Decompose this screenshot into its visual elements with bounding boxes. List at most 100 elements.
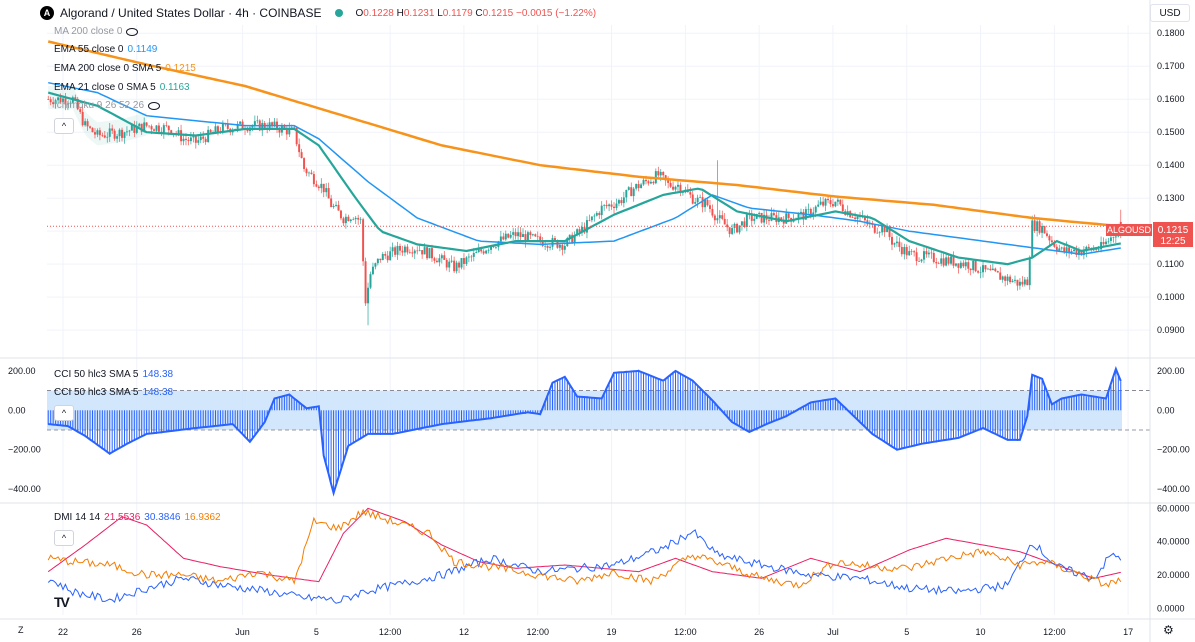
candle-body[interactable] (101, 135, 104, 136)
candle-body[interactable] (760, 212, 763, 223)
candle-body[interactable] (467, 256, 470, 258)
candle-body[interactable] (728, 227, 731, 234)
candle-body[interactable] (369, 274, 372, 288)
candle-body[interactable] (952, 256, 955, 266)
candle-body[interactable] (182, 138, 185, 142)
candle-body[interactable] (863, 216, 866, 221)
candle-body[interactable] (271, 122, 274, 126)
candle-body[interactable] (674, 186, 677, 190)
candle-body[interactable] (367, 287, 370, 304)
candle-body[interactable] (121, 129, 124, 138)
candle-body[interactable] (209, 129, 212, 133)
candle-body[interactable] (438, 258, 441, 263)
candle-body[interactable] (148, 125, 151, 127)
candle-body[interactable] (856, 216, 859, 219)
candle-body[interactable] (738, 225, 741, 233)
candle-body[interactable] (898, 241, 901, 247)
candle-body[interactable] (450, 260, 453, 262)
candle-body[interactable] (1006, 276, 1009, 281)
candle-body[interactable] (108, 128, 111, 137)
candle-body[interactable] (308, 172, 310, 174)
candle-body[interactable] (165, 125, 168, 126)
candle-body[interactable] (455, 262, 458, 272)
candle-body[interactable] (706, 199, 709, 206)
candle-body[interactable] (256, 120, 259, 122)
candle-body[interactable] (462, 258, 465, 264)
candle-body[interactable] (507, 233, 510, 238)
candle-body[interactable] (374, 263, 377, 267)
candle-body[interactable] (180, 130, 183, 142)
candle-body[interactable] (1033, 220, 1036, 231)
candle-body[interactable] (876, 232, 879, 234)
candle-body[interactable] (927, 252, 930, 255)
candle-body[interactable] (207, 129, 210, 143)
candle-body[interactable] (1048, 235, 1051, 241)
candle-body[interactable] (421, 250, 424, 255)
candle-body[interactable] (942, 258, 945, 266)
cci-pane[interactable] (47, 365, 1150, 497)
candle-body[interactable] (426, 247, 429, 259)
candle-body[interactable] (135, 126, 138, 133)
candle-body[interactable] (932, 252, 935, 262)
candle-body[interactable] (278, 129, 281, 133)
candle-body[interactable] (659, 171, 662, 176)
candle-body[interactable] (667, 180, 670, 183)
candle-body[interactable] (93, 132, 96, 135)
candle-body[interactable] (561, 244, 564, 250)
candle-body[interactable] (740, 221, 743, 226)
candle-body[interactable] (138, 123, 141, 127)
candle-body[interactable] (640, 184, 643, 189)
candle-body[interactable] (625, 189, 628, 198)
candle-body[interactable] (116, 136, 119, 139)
candle-body[interactable] (632, 188, 635, 197)
candle-body[interactable] (905, 247, 908, 256)
candle-body[interactable] (352, 219, 355, 220)
candle-body[interactable] (972, 260, 975, 271)
candle-body[interactable] (300, 152, 303, 159)
candle-body[interactable] (494, 247, 497, 248)
candle-body[interactable] (214, 126, 217, 133)
candle-body[interactable] (834, 201, 837, 207)
candle-body[interactable] (895, 241, 898, 244)
candle-body[interactable] (1102, 242, 1105, 245)
candle-body[interactable] (512, 232, 515, 235)
candle-body[interactable] (652, 181, 655, 184)
candle-body[interactable] (445, 259, 448, 268)
candle-body[interactable] (1075, 249, 1078, 255)
candle-body[interactable] (824, 198, 827, 206)
candle-body[interactable] (49, 99, 52, 103)
candle-body[interactable] (320, 183, 323, 189)
candle-body[interactable] (453, 260, 456, 272)
candle-body[interactable] (96, 130, 99, 135)
zoom-reset-button[interactable]: Z (18, 625, 24, 635)
candle-body[interactable] (553, 238, 556, 241)
candle-body[interactable] (475, 252, 478, 254)
candle-body[interactable] (922, 251, 925, 260)
candle-body[interactable] (394, 247, 397, 255)
candle-body[interactable] (620, 200, 623, 204)
candle-body[interactable] (1055, 246, 1058, 251)
candle-body[interactable] (1112, 237, 1115, 239)
candle-body[interactable] (337, 204, 340, 211)
candle-body[interactable] (57, 97, 60, 101)
candle-body[interactable] (285, 128, 288, 135)
legend-ma200[interactable]: MA 200 close 0 (54, 26, 139, 37)
candle-body[interactable] (831, 204, 834, 207)
candle-body[interactable] (1073, 249, 1076, 252)
candle-body[interactable] (1050, 240, 1053, 243)
candle-body[interactable] (162, 125, 165, 134)
candle-body[interactable] (391, 247, 394, 252)
candle-body[interactable] (59, 97, 62, 103)
candle-body[interactable] (485, 250, 488, 254)
candle-body[interactable] (403, 246, 406, 253)
candle-body[interactable] (940, 258, 943, 264)
candle-body[interactable] (563, 246, 566, 250)
candle-body[interactable] (499, 236, 502, 242)
candle-body[interactable] (111, 128, 114, 131)
candle-body[interactable] (763, 214, 766, 223)
candle-body[interactable] (913, 251, 916, 253)
candle-body[interactable] (128, 130, 131, 132)
